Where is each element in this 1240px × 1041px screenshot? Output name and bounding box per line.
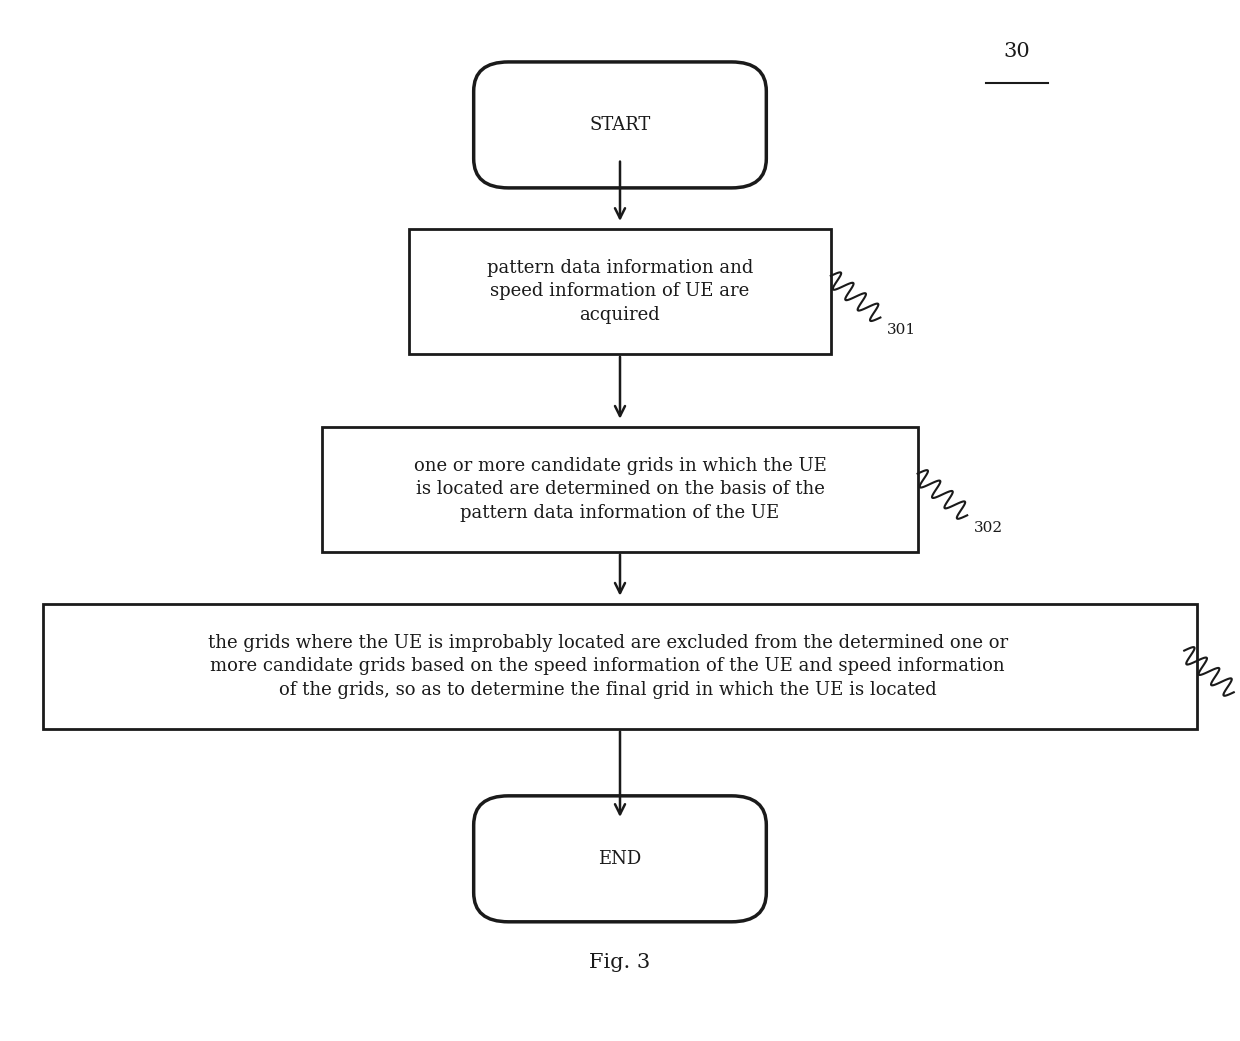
Text: Fig. 3: Fig. 3 [589,954,651,972]
FancyBboxPatch shape [409,229,831,354]
Text: 302: 302 [973,520,1002,534]
Text: pattern data information and
speed information of UE are
acquired: pattern data information and speed infor… [487,259,753,324]
Text: one or more candidate grids in which the UE
is located are determined on the bas: one or more candidate grids in which the… [414,457,826,522]
FancyBboxPatch shape [322,427,918,552]
Text: the grids where the UE is improbably located are excluded from the determined on: the grids where the UE is improbably loc… [207,634,1008,699]
Text: END: END [599,849,641,868]
Text: 30: 30 [1003,42,1030,60]
FancyBboxPatch shape [474,795,766,922]
FancyBboxPatch shape [43,604,1197,729]
Text: START: START [589,116,651,134]
FancyBboxPatch shape [474,62,766,187]
Text: 301: 301 [887,323,915,336]
